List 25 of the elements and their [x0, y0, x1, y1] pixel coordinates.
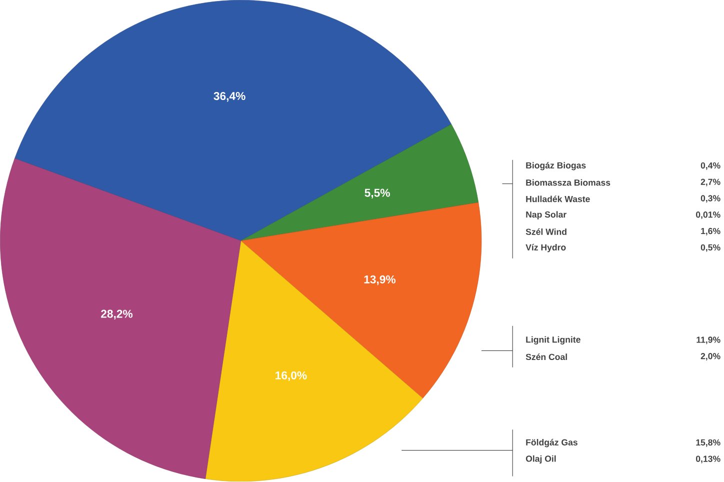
text: Hulladék Waste	[526, 196, 590, 202]
data-label: 36,4%	[214, 92, 246, 102]
text: 0,13%	[696, 456, 720, 464]
text: 2,7%	[700, 178, 720, 186]
text: Szén Coal	[526, 354, 567, 360]
text: 1,6%	[701, 228, 720, 236]
text: Biomassza Biomass	[526, 179, 610, 186]
text: Lignit Lignite	[526, 336, 580, 345]
text: 0,01%	[696, 212, 720, 220]
text: Biogáz Biogas	[526, 162, 586, 170]
data-label: 28,2%	[101, 310, 133, 320]
text: Szél Wind	[526, 228, 566, 236]
data-label: 13,9%	[364, 276, 396, 286]
text: 0,5%	[700, 244, 720, 252]
text: Földgáz Gas	[526, 439, 578, 448]
text: 11,9%	[696, 336, 720, 344]
text: Nap Solar	[526, 211, 566, 220]
text: 0,4%	[700, 162, 720, 170]
text: 0,3%	[700, 195, 720, 203]
text: Víz Hydro	[526, 244, 566, 252]
data-label: 16,0%	[276, 372, 307, 382]
data-label: 5,5%	[364, 189, 390, 199]
text: Olaj Oil	[526, 456, 556, 464]
text: 15,8%	[696, 440, 720, 448]
text: 2,0%	[700, 353, 720, 361]
